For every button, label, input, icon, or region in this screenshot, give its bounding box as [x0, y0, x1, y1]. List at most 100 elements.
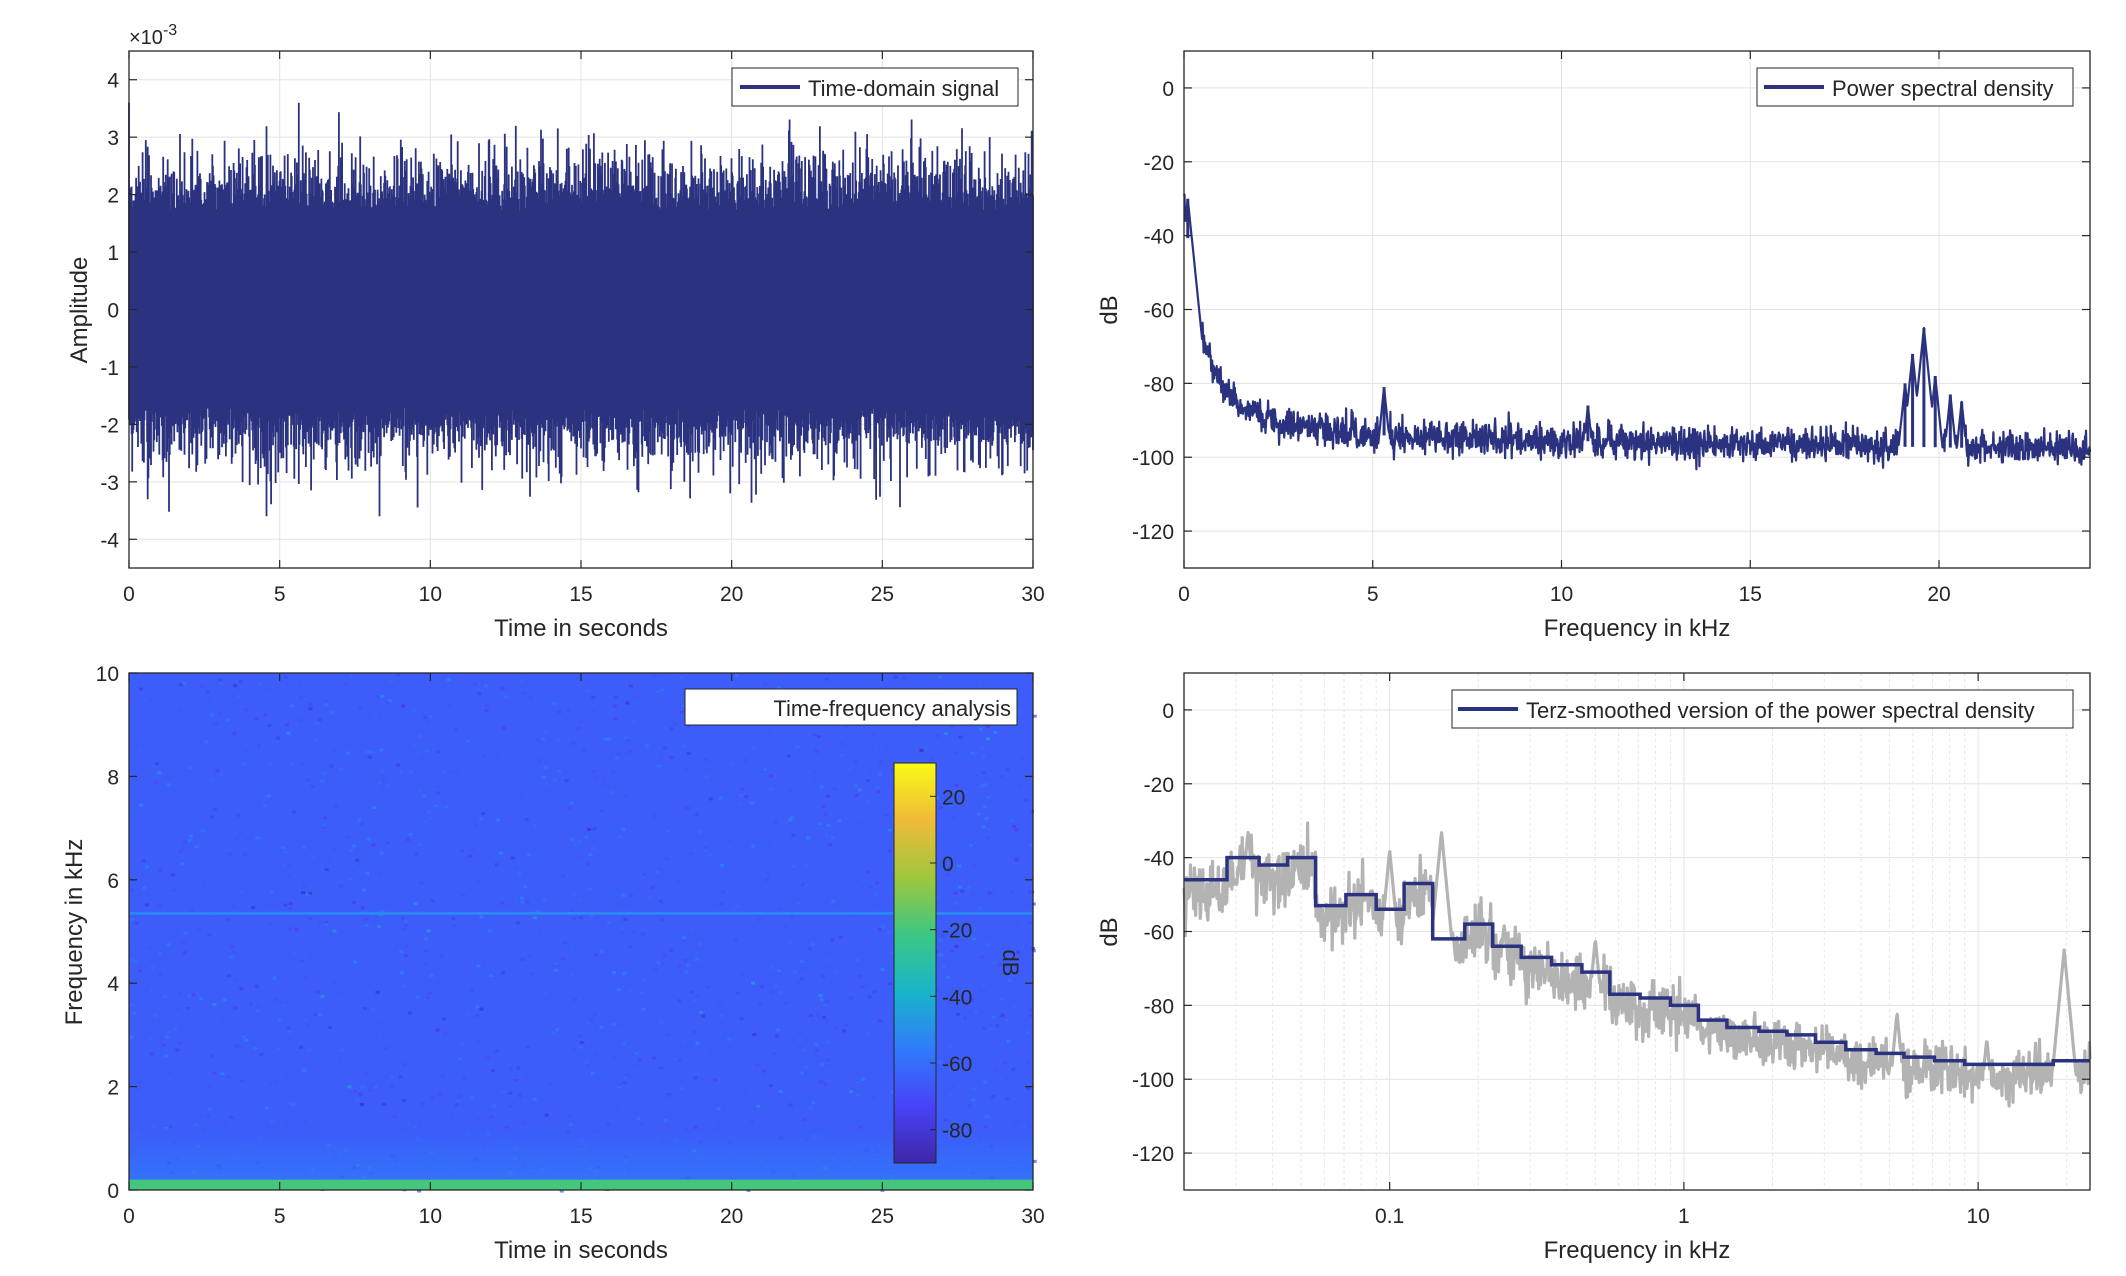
heatmap-cell — [267, 719, 272, 722]
x-tick-label: 15 — [569, 583, 592, 606]
heatmap-cell — [607, 737, 612, 741]
heatmap-cell — [887, 849, 892, 853]
x-tick-label: 25 — [871, 1205, 894, 1228]
legend-text: Power spectral density — [1832, 76, 2053, 101]
heatmap-cell — [310, 855, 315, 859]
heatmap-cell — [988, 1024, 993, 1028]
heatmap-cell — [888, 966, 893, 970]
heatmap-cell — [425, 720, 430, 724]
heatmap-cell — [475, 1013, 480, 1017]
heatmap-cell — [467, 854, 472, 858]
heatmap-cell — [476, 1040, 481, 1044]
heatmap-cell — [239, 1083, 244, 1087]
heatmap-cell — [820, 975, 825, 979]
heatmap-cell — [348, 877, 353, 881]
heatmap-cell — [740, 973, 745, 977]
heatmap-cell — [820, 989, 825, 993]
heatmap-cell — [286, 731, 291, 735]
heatmap-cell — [857, 788, 862, 792]
heatmap-cell — [770, 766, 775, 769]
heatmap-cell — [277, 1018, 282, 1022]
heatmap-cell — [937, 675, 942, 679]
heatmap-cell — [995, 1024, 1000, 1028]
heatmap-cell — [701, 1014, 706, 1018]
heatmap-cell — [951, 1053, 956, 1057]
heatmap-cell — [825, 1040, 830, 1044]
heatmap-cell — [965, 865, 970, 869]
heatmap-cell — [544, 782, 549, 786]
heatmap-cell — [466, 900, 471, 903]
heatmap-cell — [130, 1003, 135, 1007]
time-domain-y-label: Amplitude — [66, 257, 93, 364]
heatmap-cell — [980, 1073, 984, 1077]
heatmap-cell — [370, 1008, 375, 1012]
heatmap-cell — [460, 1041, 465, 1045]
x-tick-label: 5 — [1367, 583, 1379, 606]
heatmap-cell — [825, 1058, 830, 1062]
heatmap-cell — [1000, 1009, 1005, 1013]
heatmap-cell — [184, 899, 189, 903]
heatmap-cell — [969, 998, 974, 1002]
heatmap-cell — [495, 1049, 499, 1053]
heatmap-cell — [422, 794, 427, 798]
heatmap-cell — [570, 945, 575, 949]
heatmap-cell — [695, 995, 700, 999]
heatmap-cell — [708, 1050, 713, 1054]
heatmap-cell — [853, 760, 858, 764]
heatmap-cell — [243, 852, 248, 856]
heatmap-cell — [751, 844, 756, 848]
terz-traces — [1182, 821, 2092, 1108]
heatmap-cell — [523, 1041, 528, 1045]
heatmap-cell — [273, 975, 277, 978]
heatmap-cell — [1031, 949, 1036, 953]
heatmap-cell — [782, 924, 787, 928]
heatmap-cell — [254, 717, 259, 721]
heatmap-cell — [188, 766, 192, 770]
heatmap-cell — [195, 710, 200, 714]
heatmap-cell — [612, 1057, 617, 1061]
heatmap-cell — [569, 801, 574, 805]
heatmap-cell — [552, 1031, 557, 1035]
heatmap-cell — [810, 942, 815, 946]
heatmap-cell — [318, 1013, 323, 1017]
heatmap-cell — [850, 1087, 855, 1091]
heatmap-cell — [974, 1011, 979, 1015]
heatmap-cell — [401, 917, 405, 920]
heatmap-cell — [360, 822, 365, 826]
heatmap-cell — [517, 1093, 522, 1097]
heatmap-cell — [362, 888, 367, 892]
heatmap-cell — [881, 1076, 885, 1080]
heatmap-cell — [1020, 756, 1025, 760]
heatmap-cell — [681, 1040, 686, 1044]
heatmap-cell — [157, 972, 162, 976]
x-tick-label: 15 — [569, 1205, 592, 1228]
heatmap-cell — [268, 762, 273, 766]
heatmap-cell — [692, 1030, 697, 1034]
heatmap-cell — [641, 1031, 646, 1035]
psd-legend: Power spectral density — [1756, 67, 2074, 107]
heatmap-cell — [805, 984, 810, 988]
heatmap-cell — [617, 1085, 622, 1089]
heatmap-cell — [633, 950, 638, 954]
heatmap-cell — [954, 944, 959, 948]
heatmap-cell — [734, 673, 739, 677]
heatmap-cell — [359, 759, 364, 763]
heatmap-cell — [743, 758, 748, 762]
heatmap-cell — [501, 1090, 506, 1094]
heatmap-cell — [571, 1047, 576, 1051]
heatmap-cell — [355, 821, 360, 825]
heatmap-cell — [777, 686, 782, 690]
heatmap-cell — [375, 990, 380, 994]
heatmap-cell — [666, 1093, 671, 1097]
heatmap-cell — [796, 980, 801, 984]
heatmap-cell — [948, 1044, 953, 1048]
heatmap-cell — [1004, 1120, 1008, 1124]
heatmap-cell — [364, 1072, 369, 1076]
heatmap-cell — [178, 707, 183, 711]
heatmap-cell — [566, 708, 571, 712]
heatmap-cell — [878, 761, 883, 765]
heatmap-cell — [367, 1007, 372, 1010]
heatmap-cell — [398, 735, 403, 739]
heatmap-cell — [811, 1101, 816, 1105]
heatmap-cell — [1013, 1005, 1017, 1008]
